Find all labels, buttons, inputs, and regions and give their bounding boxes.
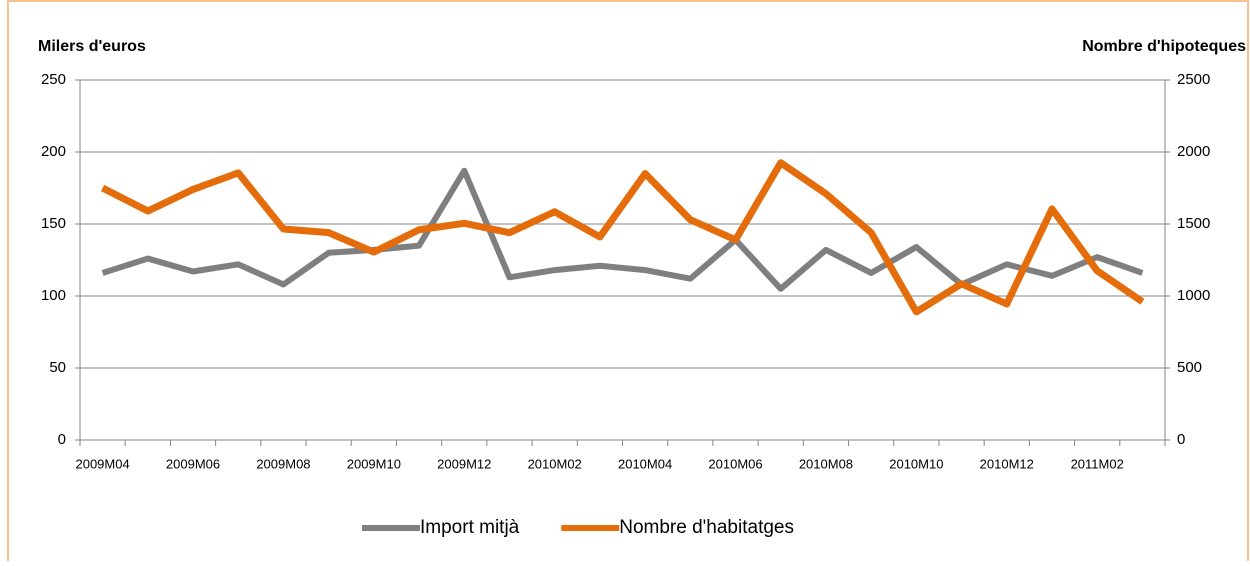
y2-tick-label: 2500 [1177,71,1210,88]
y2-tick-label: 1500 [1177,215,1210,232]
chart-frame [7,0,1249,566]
y-tick-label: 150 [41,215,66,232]
x-tick-label: 2010M12 [980,456,1034,471]
x-tick-label: 2009M06 [166,456,220,471]
legend-label: Nombre d'habitatges [619,517,794,538]
series-line [101,167,1144,292]
y-tick-label: 200 [41,143,66,160]
y2-tick-label: 2000 [1177,143,1210,160]
x-tick-label: 2010M02 [528,456,582,471]
y-tick-label: 0 [58,431,66,448]
x-tick-label: 2010M10 [889,456,943,471]
legend-label: Import mitjà [420,517,520,538]
y-axis-label: Milers d'euros [38,38,146,55]
y-tick-label: 50 [49,359,66,376]
x-tick-label: 2010M04 [618,456,672,471]
y-tick-label: 100 [41,287,66,304]
y-tick-label: 250 [41,71,66,88]
y2-axis-label: Nombre d'hipoteques [1082,38,1246,55]
y2-tick-label: 500 [1177,359,1202,376]
x-tick-label: 2009M10 [347,456,401,471]
y2-tick-label: 1000 [1177,287,1210,304]
x-tick-label: 2010M06 [708,456,762,471]
x-tick-label: 2010M08 [799,456,853,471]
x-tick-label: 2011M02 [1071,456,1124,471]
x-tick-label: 2009M12 [437,456,491,471]
x-tick-label: 2009M04 [75,456,129,471]
series-line [101,159,1145,316]
y2-tick-label: 0 [1177,431,1185,448]
x-tick-label: 2009M08 [256,456,310,471]
